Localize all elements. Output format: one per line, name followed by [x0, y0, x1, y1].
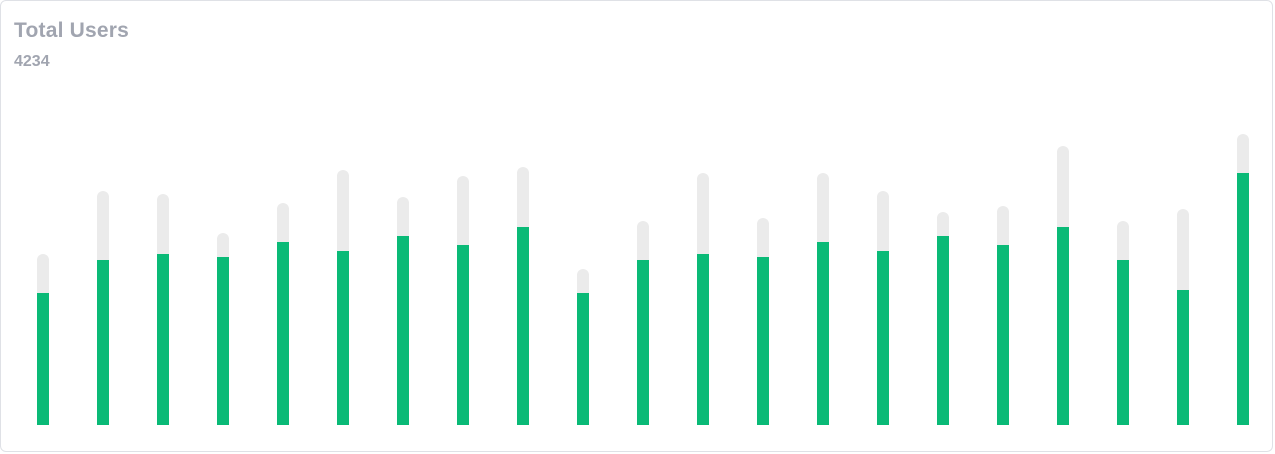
value-bar[interactable]: [817, 242, 829, 425]
value-bar[interactable]: [997, 245, 1009, 425]
value-bar[interactable]: [337, 251, 349, 425]
value-bar[interactable]: [217, 257, 229, 425]
total-users-value: 4234: [14, 53, 50, 70]
value-bar[interactable]: [517, 227, 529, 425]
value-bar[interactable]: [1177, 290, 1189, 425]
value-bar[interactable]: [937, 236, 949, 425]
value-bar[interactable]: [1057, 227, 1069, 425]
value-bar[interactable]: [877, 251, 889, 425]
value-bar[interactable]: [157, 254, 169, 425]
value-bar[interactable]: [757, 257, 769, 425]
value-bar[interactable]: [37, 293, 49, 425]
card-title: Total Users: [14, 19, 130, 42]
value-bar[interactable]: [697, 254, 709, 425]
value-bar[interactable]: [1117, 260, 1129, 425]
value-bar[interactable]: [397, 236, 409, 425]
value-bar[interactable]: [1237, 173, 1249, 425]
value-bar[interactable]: [277, 242, 289, 425]
value-bar[interactable]: [97, 260, 109, 425]
value-bar[interactable]: [637, 260, 649, 425]
value-bar[interactable]: [457, 245, 469, 425]
value-bar[interactable]: [577, 293, 589, 425]
